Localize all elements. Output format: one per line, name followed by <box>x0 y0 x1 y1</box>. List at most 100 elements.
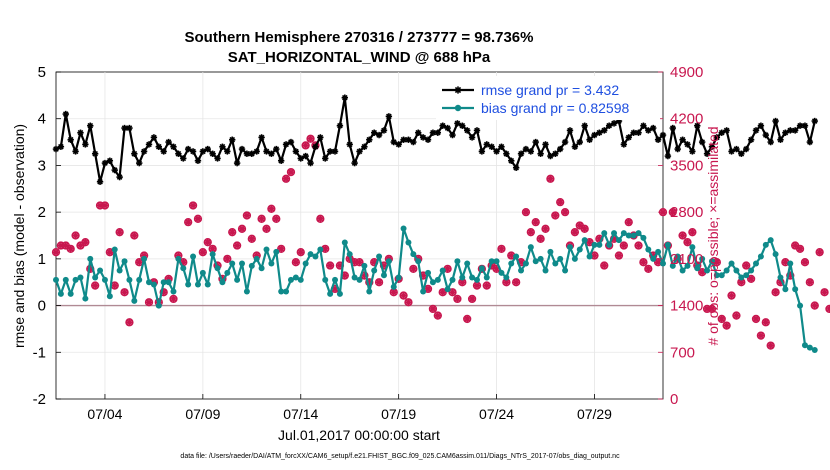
rmse-point <box>483 141 490 148</box>
bias-point <box>229 260 236 267</box>
obs-assimilated-point <box>277 245 285 253</box>
bias-point <box>106 293 113 300</box>
obs-assimilated-point <box>223 255 231 263</box>
bias-point <box>743 272 750 279</box>
bias-point <box>713 272 720 279</box>
left-axis-ticks: -2 -1 0 1 2 3 4 5 <box>33 64 61 408</box>
y2-tick-label: 2800 <box>670 204 703 221</box>
rmse-point <box>302 152 309 160</box>
bias-point <box>239 260 246 267</box>
bias-point <box>121 258 128 265</box>
bias-point <box>116 267 123 274</box>
bias-point <box>532 258 539 265</box>
rmse-point <box>493 148 500 155</box>
bias-point <box>620 230 627 237</box>
obs-assimilated-point <box>439 288 447 296</box>
y-tick-label: 2 <box>38 204 46 221</box>
rmse-point <box>708 143 716 150</box>
obs-assimilated-point <box>448 288 457 296</box>
rmse-point <box>199 148 207 155</box>
obs-assimilated-point <box>796 245 804 253</box>
bias-point <box>53 276 59 283</box>
rmse-point <box>698 138 706 146</box>
plot-area <box>51 71 830 400</box>
bias-point <box>82 295 89 302</box>
rmse-point <box>576 138 583 146</box>
obs-assimilated-point <box>771 288 780 296</box>
bias-point <box>204 281 211 288</box>
bias-point <box>601 230 608 237</box>
bias-point <box>459 274 466 281</box>
legend-rmse-star <box>454 86 462 94</box>
bias-point <box>380 272 387 279</box>
obs-assimilated-point <box>71 231 80 240</box>
obs-assimilated-point <box>52 248 60 256</box>
rmse-point <box>787 127 794 134</box>
y-tick-label: 1 <box>38 251 46 268</box>
bias-point <box>136 276 143 283</box>
bias-point <box>258 265 265 272</box>
obs-assimilated-point <box>468 295 476 303</box>
obs-assimilated-point <box>292 258 300 266</box>
bias-point <box>390 283 397 290</box>
bias-point <box>444 286 451 293</box>
y2-tick-label: 3500 <box>670 157 703 174</box>
bias-point <box>327 290 334 297</box>
obs-assimilated-point <box>527 228 535 236</box>
bias-point <box>674 253 681 260</box>
bias-point <box>332 276 339 283</box>
bias-point <box>199 269 206 276</box>
rmse-point <box>96 178 104 185</box>
bias-point <box>571 255 578 262</box>
obs-assimilated-point <box>590 251 599 260</box>
rmse-point <box>605 122 613 129</box>
bias-point <box>478 265 485 272</box>
bias-point <box>689 244 696 251</box>
rmse-point <box>762 131 769 139</box>
obs-assimilated-point <box>581 225 589 233</box>
rmse-point <box>743 145 750 153</box>
bias-point <box>645 246 652 253</box>
obs-assimilated-point <box>620 241 628 250</box>
obs-assimilated-point <box>708 305 716 313</box>
rmse-point <box>67 136 74 143</box>
rmse-point <box>307 159 314 167</box>
bias-point <box>297 276 304 283</box>
rmse-point <box>57 143 65 150</box>
x-tick-label: 07/14 <box>283 406 318 422</box>
rmse-point <box>694 122 701 129</box>
legend-bias-label: bias grand pr = 0.82598 <box>481 100 629 116</box>
bias-point <box>792 286 799 293</box>
rmse-point <box>419 134 427 141</box>
obs-assimilated-point <box>585 238 594 246</box>
obs-assimilated-point <box>669 208 677 216</box>
bias-point <box>224 269 231 276</box>
y2-tick-label: 700 <box>670 344 695 361</box>
bias-point <box>733 267 740 274</box>
obs-assimilated-point <box>727 291 736 300</box>
rmse-point <box>557 145 564 153</box>
rmse-point <box>439 122 446 129</box>
rmse-point <box>473 127 481 134</box>
rmse-point <box>233 159 241 167</box>
bias-point <box>429 279 436 286</box>
rmse-point <box>415 129 422 136</box>
obs-assimilated-point <box>120 288 129 296</box>
rmse-point <box>331 148 339 155</box>
rmse-point <box>248 150 256 157</box>
bias-point <box>111 246 118 253</box>
obs-assimilated-point <box>262 225 271 233</box>
rmse-point <box>375 131 383 139</box>
rmse-point <box>91 150 99 157</box>
rmse-point <box>610 120 618 127</box>
bias-point <box>385 258 392 265</box>
obs-assimilated-point <box>238 225 246 233</box>
bias-point <box>77 274 84 281</box>
data-series <box>52 94 818 353</box>
chart-title-line1: Southern Hemisphere 270316 / 273777 = 98… <box>185 29 534 46</box>
bias-point <box>366 288 373 295</box>
bias-point <box>772 251 779 258</box>
rmse-point <box>258 134 265 141</box>
rmse-point <box>454 120 461 127</box>
